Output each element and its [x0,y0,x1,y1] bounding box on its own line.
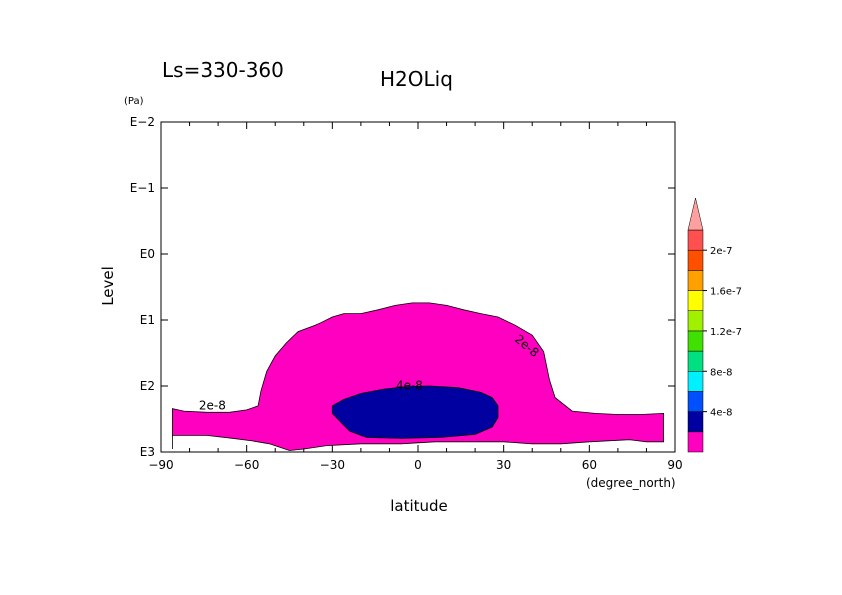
chart-subtitle: Ls=330-360 [162,58,284,82]
colorbar-segment [687,371,704,392]
colorbar: 4e-8 8e-8 1.2e-7 1.6e-7 2e-7 [687,197,742,453]
colorbar-segment [687,391,704,412]
colorbar-segment [687,350,704,372]
colorbar-segment [687,229,704,251]
colorbar-extend-arrow [687,197,704,231]
x-tick-label: −90 [148,458,173,472]
colorbar-segment [687,270,704,291]
x-tick-label: −30 [320,458,345,472]
x-tick-label: 60 [582,458,597,472]
x-tick-label: 30 [496,458,511,472]
colorbar-tick-label: 2e-7 [710,246,733,257]
colorbar-segment [687,431,704,453]
x-axis-label: latitude [390,497,448,515]
colorbar-tick-label: 4e-8 [710,408,733,419]
colorbar-tick-label: 1.6e-7 [710,287,742,298]
y-axis-label: Level [99,266,117,306]
y-tick-label: E1 [140,313,155,327]
contour-label-0: 2e-8 [199,398,226,412]
colorbar-tick-label: 8e-8 [710,367,733,378]
x-tick-label: 0 [414,458,422,472]
y-tick-label: E−2 [130,115,155,129]
y-tick-label: E0 [140,247,155,261]
y-axis: E−2 E−1 E0 E1 E2 E3 [130,115,675,459]
y-tick-label: E3 [140,445,155,459]
x-axis: −90 −60 −30 0 30 60 90 [148,122,683,472]
x-tick-label: −60 [234,458,259,472]
y-tick-label: E2 [140,379,155,393]
colorbar-segment [687,411,704,433]
colorbar-segment [687,290,704,311]
x-tick-label: 90 [667,458,682,472]
contour-region-1 [331,385,499,439]
colorbar-segment [687,310,704,332]
y-axis-unit: (Pa) [124,96,144,107]
contour-label-2: 4e-8 [396,379,423,393]
chart-title: H2OLiq [380,67,453,91]
contour-fill-layer [171,302,664,451]
colorbar-segment [687,330,704,352]
x-axis-unit: (degree_north) [586,476,676,490]
y-tick-label: E−1 [130,181,155,195]
colorbar-tick-label: 1.2e-7 [710,327,742,338]
colorbar-segment [687,249,704,271]
